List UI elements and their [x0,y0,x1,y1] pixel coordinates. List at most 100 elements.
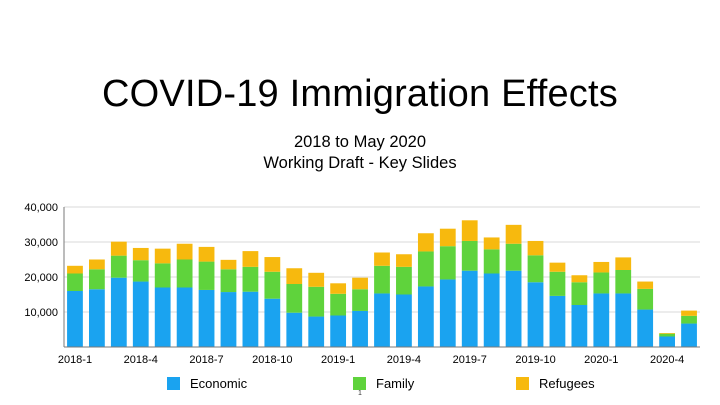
bar-segment-family [483,249,500,274]
bar-segment-family [396,266,412,295]
subtitle-line-1: 2018 to May 2020 [293,133,427,151]
bar-segment-refugees [396,254,412,267]
bar-segment-family [89,269,105,290]
bar-segment-refugees [286,268,303,284]
x-tick-label: 2018-1 [58,354,92,366]
bar-segment-refugees [483,237,500,250]
bar-segment-family [417,251,434,287]
bar-segment-economic [483,273,500,347]
bar-segment-family [330,293,347,316]
y-tick-label: 40,000 [24,202,58,214]
legend-swatch-economic [167,376,180,390]
legend-item-refugees: Refugees [516,375,595,391]
y-tick-label: 10,000 [24,307,58,319]
y-tick-label: 30,000 [24,237,58,249]
bar-segment-family [593,272,610,294]
bar-segment-economic [286,312,303,347]
bar-segment-refugees [242,251,259,267]
chart-legend: Economic Family Refugees [0,375,720,391]
bar-segment-refugees [681,310,697,316]
x-tick-label: 2019-1 [321,354,355,366]
bar-segment-family [615,270,632,294]
bar-segment-refugees [308,272,325,287]
legend-label-refugees: Refugees [539,375,595,391]
bar-segment-refugees [220,259,237,270]
bar-segment-family [681,315,697,324]
legend-item-family: Family [353,375,414,391]
bar-segment-economic [154,287,171,347]
bar-segment-family [264,271,281,299]
bar-segment-family [286,284,303,313]
bar-segment-refugees [264,257,281,272]
bar-segment-family [308,286,325,317]
bar-segment-economic [571,305,588,347]
bar-segment-family [374,265,390,294]
bar-segment-refugees [505,224,522,244]
bar-segment-economic [132,281,149,347]
bar-segment-refugees [330,283,347,294]
x-tick-label: 2018-7 [189,354,223,366]
bar-segment-refugees [176,243,193,260]
bar-segment-refugees [374,252,390,266]
bar-segment-economic [593,293,610,347]
bar-segment-family [132,260,149,282]
x-tick-label: 2019-4 [387,354,421,366]
x-tick-label: 2019-10 [515,354,555,366]
legend-swatch-family [353,376,366,390]
bar-segment-family [220,269,237,293]
bar-segment-economic [439,279,456,347]
bar-segment-family [527,255,544,283]
bar-segment-economic [330,315,347,347]
bar-segment-refugees [198,246,215,262]
bar-segment-refugees [154,248,171,264]
bar-segment-refugees [571,275,588,283]
x-tick-label: 2019-7 [453,354,487,366]
bar-segment-family [67,273,83,291]
bar-segment-economic [67,291,83,347]
bar-segment-economic [417,286,434,347]
bar-segment-economic [461,270,478,347]
subtitle-line-2: Working Draft - Key Slides [263,154,457,172]
bar-segment-economic [659,336,675,347]
bar-segment-family [571,282,588,305]
bar-segment-economic [527,282,544,347]
bar-segment-family [110,255,127,278]
bar-segment-refugees [637,281,654,289]
bar-segment-family [198,261,215,290]
bar-segment-refugees [549,262,566,272]
bar-segment-family [352,289,368,311]
bar-segment-family [659,333,675,337]
bar-segment-family [637,288,654,310]
y-tick-label: 20,000 [24,272,58,284]
bar-segment-family [176,259,193,288]
bar-segment-refugees [417,233,434,252]
x-tick-label: 2020-4 [650,354,684,366]
x-tick-label: 2018-4 [124,354,158,366]
bar-segment-economic [89,289,105,347]
bar-segment-refugees [527,240,544,256]
bar-segment-refugees [439,228,456,247]
legend-label-family: Family [376,375,415,391]
bar-segment-refugees [132,247,149,261]
bar-segment-family [154,263,171,288]
bar-segment-economic [264,298,281,347]
bar-segment-economic [352,310,368,347]
legend-label-economic: Economic [190,375,248,391]
bar-segment-family [549,271,566,296]
bar-segment-refugees [659,333,675,334]
bar-segment-economic [110,277,127,347]
legend-item-economic: Economic [167,375,247,391]
bar-segment-economic [549,295,566,347]
slide-subtitle: 2018 to May 2020 Working Draft - Key Sli… [0,132,720,174]
bar-segment-refugees [67,265,83,274]
bar-segment-economic [220,292,237,347]
bar-segment-economic [505,270,522,347]
bar-segment-refugees [352,277,368,290]
bar-segment-economic [308,316,325,347]
bar-segment-economic [176,287,193,347]
bar-segment-family [439,246,456,280]
x-tick-label: 2020-1 [584,354,618,366]
bar-segment-economic [681,323,697,347]
x-tick-label: 2018-10 [252,354,292,366]
